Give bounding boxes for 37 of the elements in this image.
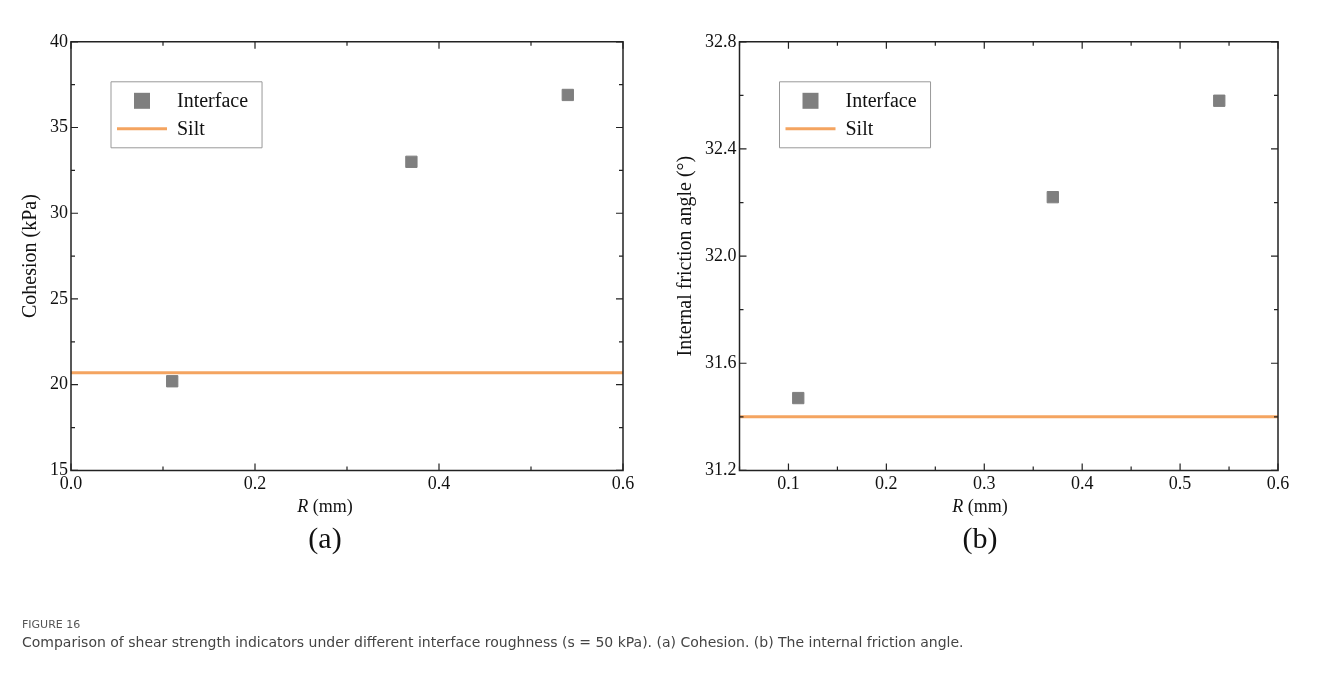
- y-tick-label: 32.0: [705, 244, 737, 265]
- x-axis-title: R (mm): [951, 496, 1009, 517]
- x-tick-label: 0.6: [1266, 472, 1290, 493]
- x-tick-label: 0.2: [243, 472, 267, 493]
- x-tick-label: 0.1: [777, 472, 800, 493]
- y-tick-label: 30: [50, 201, 68, 222]
- point: [405, 155, 418, 168]
- text: (b): [961, 521, 999, 555]
- x-tick-label: 0.5: [1168, 472, 1192, 493]
- point: [561, 88, 574, 102]
- text: (a): [307, 521, 343, 555]
- point: [792, 391, 805, 405]
- y-tick-label: 32.4: [705, 137, 737, 158]
- x-tick-label: 0.3: [973, 472, 996, 493]
- y-tick-label: 32.8: [705, 30, 737, 51]
- y-tick-label: 40: [50, 30, 68, 51]
- y-tick-label: 25: [50, 287, 68, 308]
- text: Comparison of shear strength indicators under different interface roughness (s = 50 kPa). (a) Cohesion. (b) The internal friction angle.: [22, 634, 964, 650]
- y-axis-title: Internal friction angle (°): [673, 155, 697, 357]
- y-axis-title: Cohesion (kPa): [18, 194, 42, 319]
- x-tick-label: 0.2: [875, 472, 898, 493]
- y-tick-label: 31.6: [705, 351, 737, 372]
- legend-label: Silt: [845, 117, 874, 140]
- legend-label: Interface: [177, 89, 249, 112]
- caption: FIGURE 16: [22, 618, 82, 631]
- x-tick-label: 0.4: [427, 472, 451, 493]
- legend-label: Silt: [177, 117, 206, 140]
- x-axis-title: R (mm): [296, 496, 354, 517]
- y-tick-label: 20: [50, 373, 68, 394]
- point: [166, 375, 179, 388]
- point: [1213, 94, 1226, 107]
- x-tick-label: 0.6: [611, 472, 635, 493]
- point: [1046, 191, 1059, 204]
- y-tick-label: 31.2: [705, 459, 737, 480]
- x-tick-label: 0.4: [1070, 472, 1094, 493]
- legend-label: Interface: [845, 89, 917, 112]
- y-tick-label: 35: [50, 116, 68, 137]
